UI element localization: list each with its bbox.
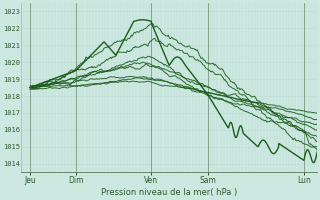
X-axis label: Pression niveau de la mer( hPa ): Pression niveau de la mer( hPa ) [101, 188, 237, 197]
